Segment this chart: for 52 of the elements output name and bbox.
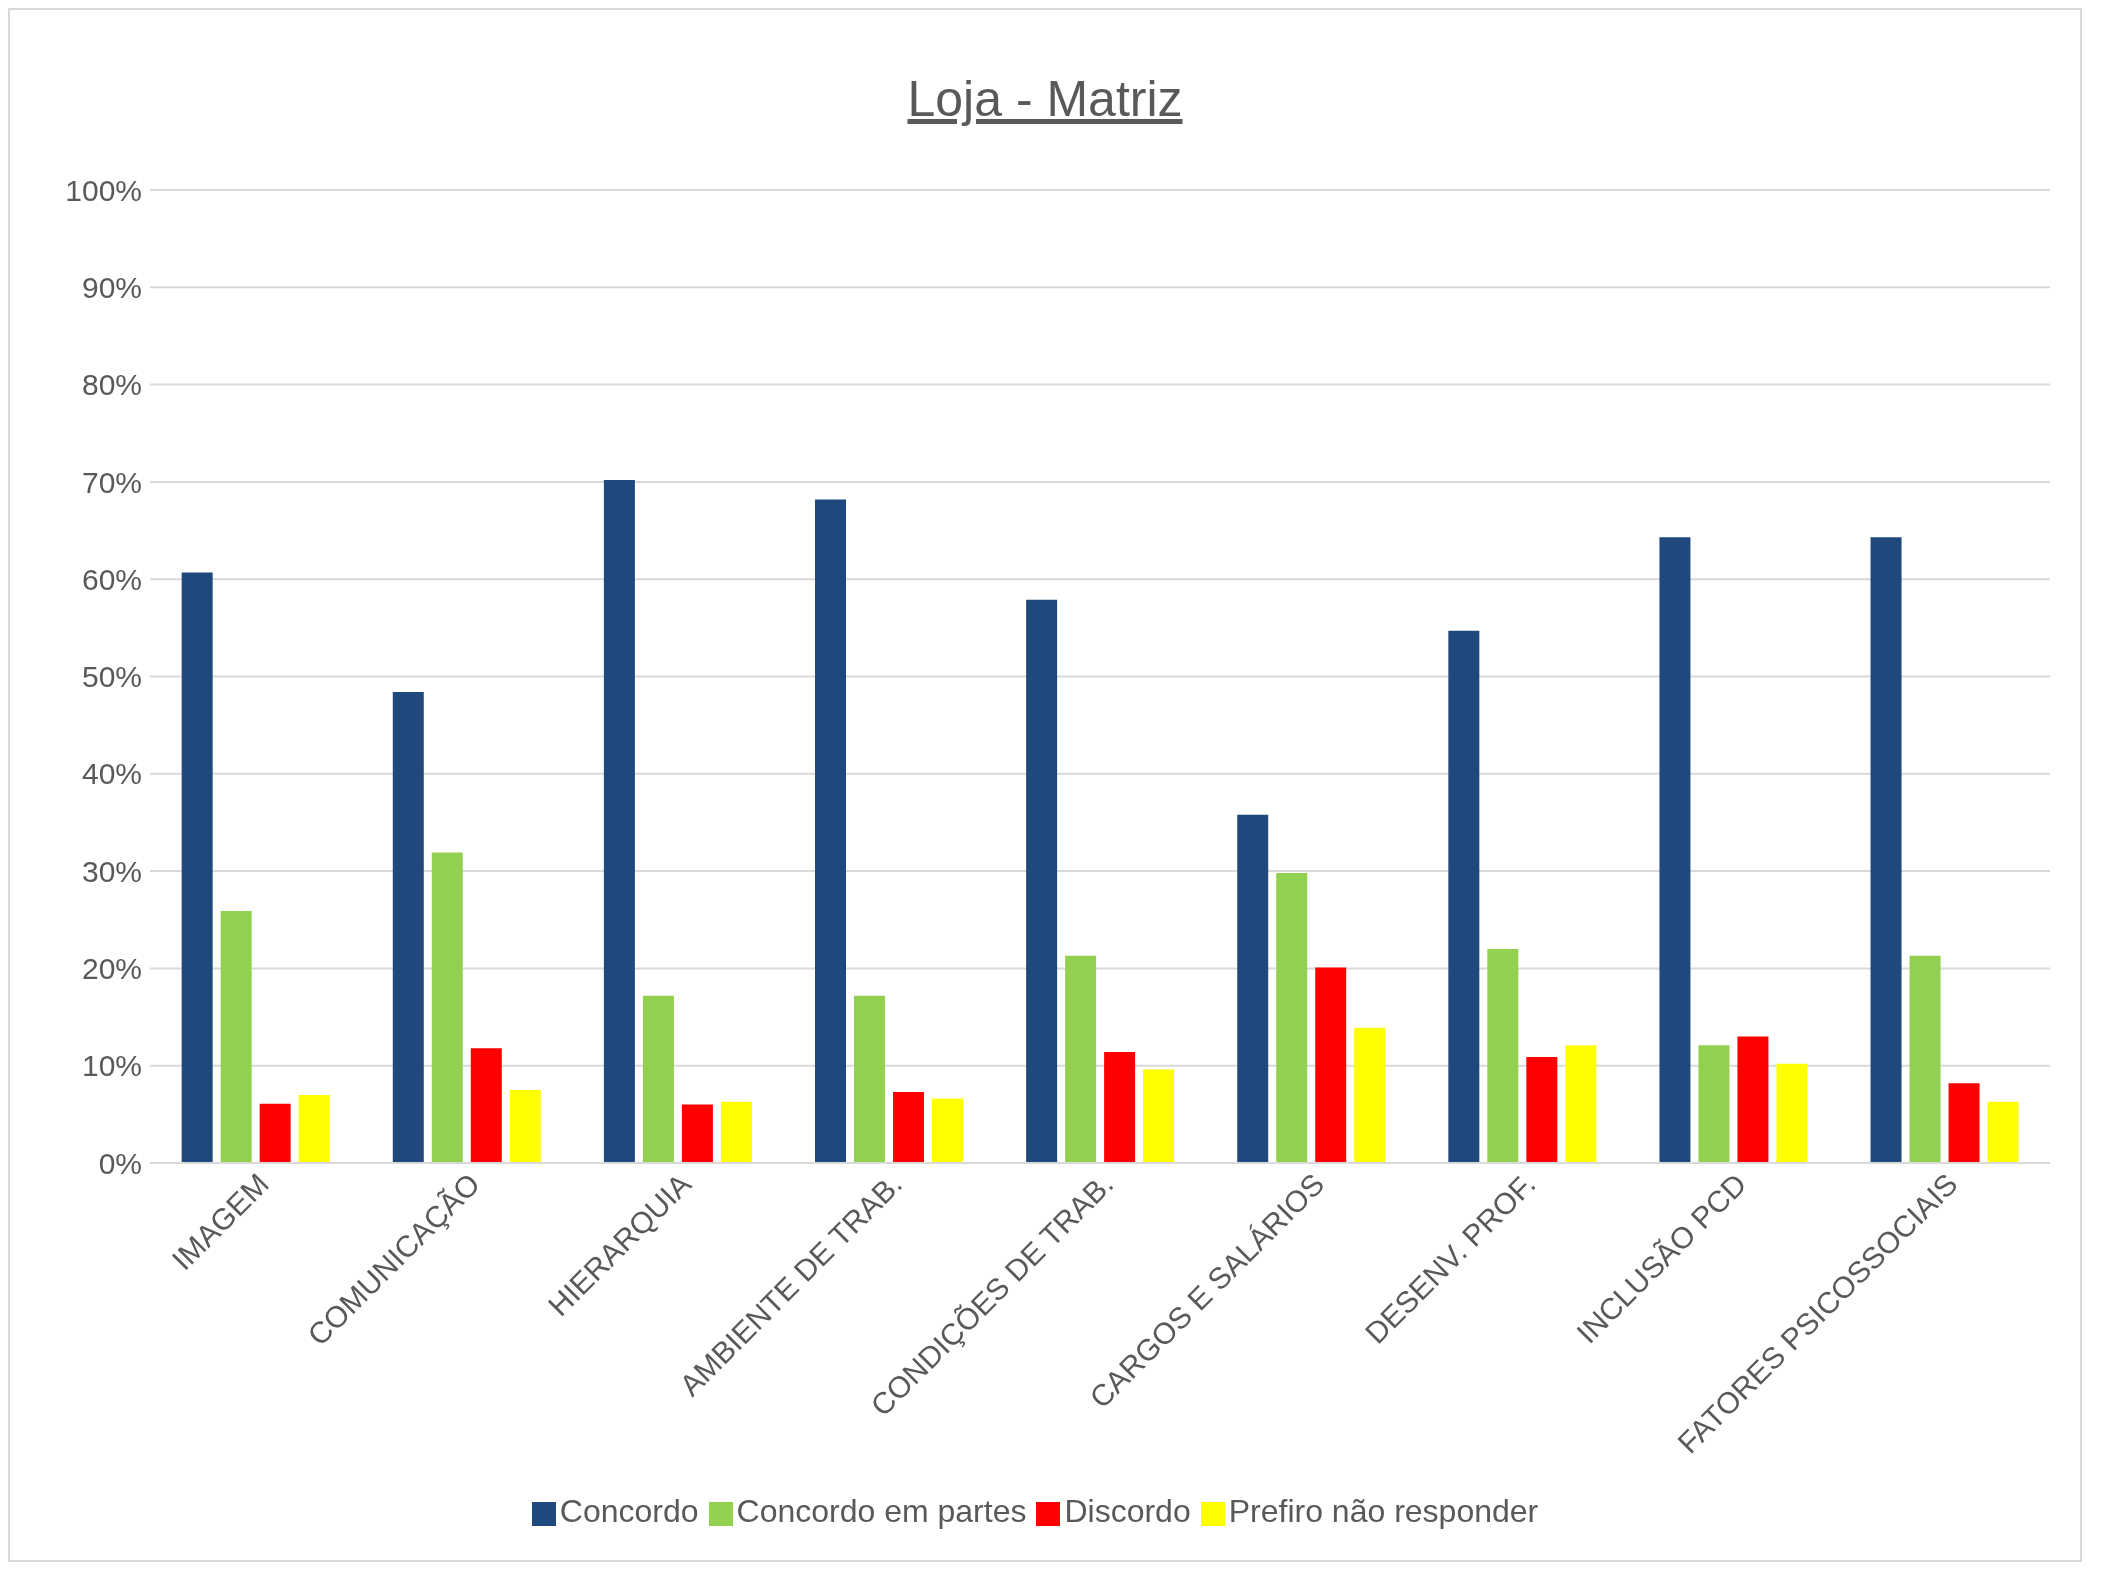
bar [1315, 967, 1347, 1163]
bar [815, 499, 846, 1163]
y-tick-label: 70% [81, 465, 142, 499]
bar [932, 1098, 963, 1163]
bar [1354, 1027, 1386, 1163]
bar [681, 1104, 713, 1163]
bar [181, 572, 213, 1163]
bar [1065, 955, 1097, 1163]
bar [1487, 948, 1519, 1163]
bar [893, 1091, 924, 1163]
y-tick-label: 10% [81, 1049, 142, 1083]
bar [642, 995, 674, 1163]
bar [603, 479, 635, 1163]
y-tick-label: 30% [81, 854, 142, 888]
bar [1737, 1036, 1769, 1163]
legend-label: Concordo [559, 1493, 699, 1529]
bar [1276, 873, 1308, 1163]
bar [259, 1103, 291, 1163]
bar [1698, 1045, 1730, 1163]
bar [470, 1048, 502, 1163]
bar [1909, 955, 1941, 1163]
legend-label: Discordo [1064, 1493, 1191, 1529]
bar [1565, 1045, 1597, 1163]
bar [1776, 1063, 1808, 1163]
bar [1526, 1056, 1558, 1163]
bar [1237, 814, 1269, 1163]
y-tick-label: 100% [65, 173, 142, 207]
bar [1143, 1069, 1175, 1163]
bar [1987, 1101, 2019, 1163]
y-tick-label: 20% [81, 952, 142, 986]
bar [1104, 1052, 1136, 1163]
bar [509, 1090, 541, 1163]
bar [720, 1101, 752, 1163]
bar [854, 995, 885, 1163]
y-tick-label: 50% [81, 660, 142, 694]
bar [1026, 599, 1058, 1163]
bar [220, 910, 252, 1163]
legend-label: Prefiro não responder [1228, 1493, 1539, 1529]
y-tick-label: 90% [81, 270, 142, 304]
chart-title: Loja - Matriz [906, 70, 1184, 129]
bar [1659, 537, 1691, 1163]
bar [1870, 537, 1902, 1163]
y-tick-label: 0% [98, 1146, 142, 1180]
bar [1948, 1083, 1980, 1163]
bar [1448, 630, 1480, 1163]
y-tick-label: 60% [81, 562, 142, 596]
legend-label: Concordo em partes [736, 1493, 1027, 1529]
bar [298, 1094, 330, 1163]
y-tick-label: 40% [81, 757, 142, 791]
bar [392, 692, 424, 1163]
y-tick-label: 80% [81, 368, 142, 402]
bar [431, 852, 463, 1163]
